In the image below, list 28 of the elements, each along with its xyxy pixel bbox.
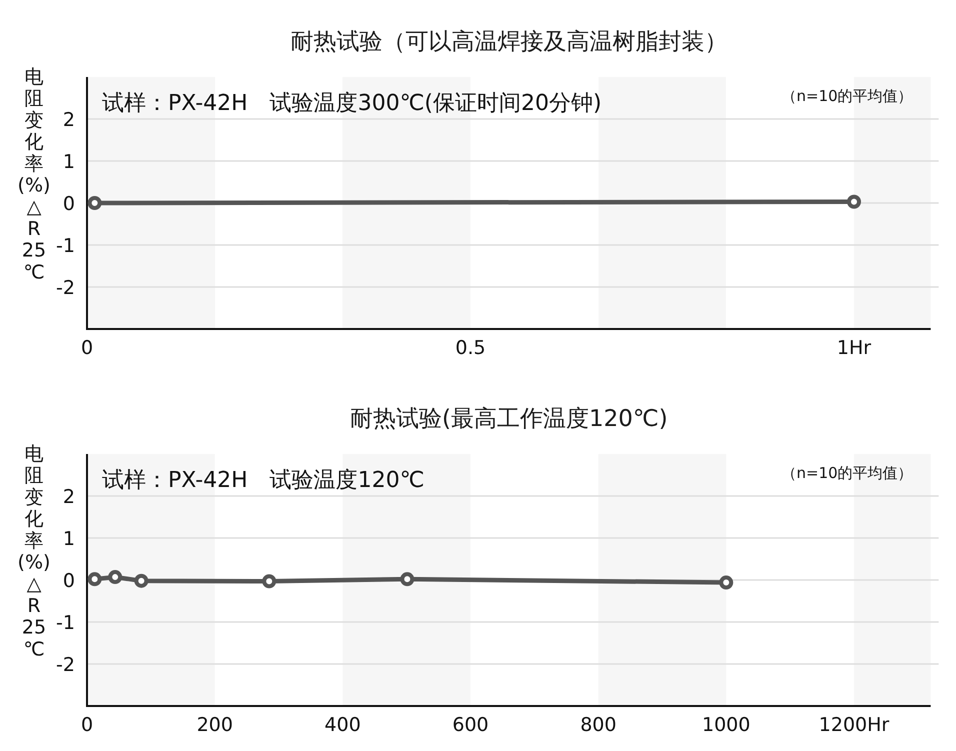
y-tick: 2: [62, 486, 75, 508]
x-tick: 1200Hr: [818, 714, 890, 736]
x-tick: 1Hr: [836, 337, 872, 359]
x-tick: 800: [580, 714, 616, 736]
y-tick: 2: [62, 109, 75, 131]
title: 耐热试验（可以高温焊接及高温树脂封装）: [290, 29, 728, 55]
annotation: 试样：PX-42H 试验温度120℃: [102, 468, 424, 493]
annotation: （n=10的平均值）: [782, 464, 913, 482]
x-tick: 400: [324, 714, 361, 736]
annotation: 试样：PX-42H 试验温度300℃(保证时间20分钟): [102, 91, 602, 116]
y-tick: 0: [62, 570, 75, 592]
x-tick: 0: [80, 337, 94, 359]
y-tick: 1: [62, 528, 75, 550]
x-tick: 0: [80, 714, 94, 736]
x-tick: 600: [452, 714, 489, 736]
y-tick: -1: [56, 235, 75, 257]
y-tick: 0: [62, 193, 75, 215]
y-tick: -1: [56, 612, 75, 634]
x-tick: 0.5: [455, 337, 486, 359]
ylabel: 电阻变化率(%)△R25℃: [18, 66, 50, 284]
annotation: （n=10的平均值）: [782, 87, 913, 105]
y-tick: 1: [62, 151, 75, 173]
y-tick: -2: [56, 277, 75, 299]
title: 耐热试验(最高工作温度120℃): [350, 406, 668, 432]
x-tick: 200: [196, 714, 233, 736]
y-tick: -2: [56, 654, 75, 676]
x-tick: 1000: [702, 714, 750, 736]
ylabel: 电阻变化率(%)△R25℃: [18, 443, 50, 660]
